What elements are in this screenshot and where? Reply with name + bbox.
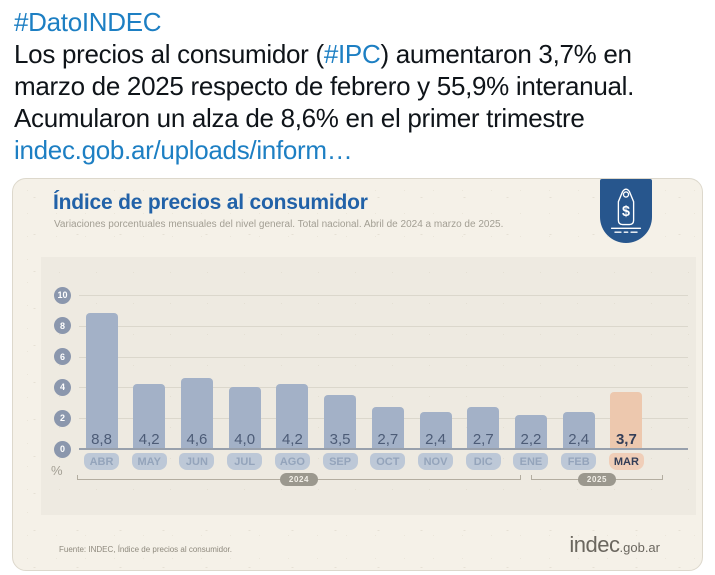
month-pill-jun: JUN bbox=[179, 453, 215, 470]
tweet-text-block: #DatoINDEC Los precios al consumidor (#I… bbox=[0, 0, 706, 166]
bar-may: 4,2 bbox=[133, 384, 166, 449]
bar-value-oct: 2,7 bbox=[377, 431, 399, 448]
gridline-4 bbox=[79, 387, 688, 389]
y-axis-tick-10: 10 bbox=[54, 286, 71, 304]
chart-subtitle: Variaciones porcentuales mensuales del n… bbox=[54, 219, 504, 230]
chart-panel: % 0 2 4 6 8 10 8,8 ABR 4,2 MAY 4,6 JUN 4,0 JUL 4,2 AGO 3… bbox=[41, 257, 696, 515]
percent-axis-label: % bbox=[51, 463, 63, 478]
bar-oct: 2,7 bbox=[371, 407, 404, 449]
tweet-body-line-1: Los precios al consumidor (#IPC) aumenta… bbox=[14, 38, 696, 70]
bar-value-ago: 4,2 bbox=[281, 431, 303, 448]
bar-jun: 4,6 bbox=[180, 378, 213, 449]
tweet-text: ) aumentaron 3,7% en bbox=[380, 39, 632, 69]
y-axis-tick-6: 6 bbox=[54, 348, 71, 366]
month-pill-feb: FEB bbox=[561, 453, 597, 470]
bar-jul: 4,0 bbox=[228, 387, 261, 449]
bar-value-ene: 2,2 bbox=[520, 431, 542, 448]
month-pill-jul: JUL bbox=[227, 453, 263, 470]
bar-ene: 2,2 bbox=[514, 415, 547, 449]
bar-dic: 2,7 bbox=[467, 407, 500, 449]
bar-value-abr: 8,8 bbox=[91, 431, 112, 448]
tweet-url-line: indec.gob.ar/uploads/inform… bbox=[14, 134, 696, 166]
y-axis-tick-2: 2 bbox=[54, 409, 71, 427]
bar-ago: 4,2 bbox=[276, 384, 309, 449]
indec-infographic-card: Índice de precios al consumidor Variacio… bbox=[12, 178, 703, 571]
bar-nov: 2,4 bbox=[419, 412, 452, 449]
month-pill-ene: ENE bbox=[513, 453, 549, 470]
tweet-body-line-2: marzo de 2025 respecto de febrero y 55,9… bbox=[14, 71, 635, 101]
month-pill-dic: DIC bbox=[465, 453, 501, 470]
gridline-6 bbox=[79, 356, 688, 358]
month-pill-abr: ABR bbox=[84, 453, 119, 470]
chart-title: Índice de precios al consumidor bbox=[53, 191, 368, 214]
year-pill-2024: 2024 bbox=[280, 473, 318, 486]
bar-value-feb: 2,4 bbox=[568, 431, 590, 448]
hashtag-ipc-link[interactable]: #IPC bbox=[323, 39, 381, 69]
gridline-8 bbox=[79, 325, 688, 327]
month-pill-may: MAY bbox=[131, 453, 167, 470]
bar-mar: 3,7 bbox=[610, 392, 643, 449]
month-pill-ago: AGO bbox=[274, 453, 310, 470]
indec-logo-main: indec bbox=[569, 532, 620, 557]
dollar-glyph: $ bbox=[622, 204, 630, 220]
month-pill-mar: MAR bbox=[608, 453, 644, 470]
tweet-text: Los precios al consumidor ( bbox=[14, 39, 324, 69]
bar-value-nov: 2,4 bbox=[425, 431, 446, 448]
y-axis-tick-8: 8 bbox=[54, 317, 71, 335]
zero-axis-line bbox=[79, 448, 688, 450]
bar-sep: 3,5 bbox=[324, 395, 357, 449]
tweet-url-link[interactable]: indec.gob.ar/uploads/inform… bbox=[14, 135, 353, 165]
bar-value-dic: 2,7 bbox=[472, 431, 494, 448]
bar-value-may: 4,2 bbox=[138, 431, 160, 448]
bar-value-jun: 4,6 bbox=[186, 431, 208, 448]
bar-value-jul: 4,0 bbox=[234, 431, 256, 448]
month-pill-sep: SEP bbox=[322, 453, 358, 470]
tweet-hashtag-line: #DatoINDEC bbox=[14, 6, 696, 38]
bar-abr: 8,8 bbox=[85, 313, 118, 449]
month-pill-nov: NOV bbox=[418, 453, 454, 470]
gridline-10 bbox=[79, 295, 688, 296]
plot-area: % 0 2 4 6 8 10 8,8 ABR 4,2 MAY 4,6 JUN 4,0 JUL 4,2 AGO 3… bbox=[41, 257, 696, 515]
indec-logo-suffix: .gob.ar bbox=[619, 540, 660, 555]
indec-logo: indec.gob.ar bbox=[569, 532, 660, 558]
tweet-body-line-3: Acumularon un alza de 8,6% en el primer … bbox=[14, 103, 585, 133]
hashtag-datoindec-link[interactable]: #DatoINDEC bbox=[14, 7, 162, 37]
year-pill-2025: 2025 bbox=[578, 473, 616, 486]
price-tag-dollar-icon: $ bbox=[610, 188, 642, 233]
source-note: Fuente: INDEC, Índice de precios al cons… bbox=[59, 545, 232, 554]
y-axis-tick-4: 4 bbox=[54, 378, 71, 396]
month-pill-oct: OCT bbox=[370, 453, 406, 470]
bar-value-sep: 3,5 bbox=[329, 431, 351, 448]
price-tag-badge: $ bbox=[600, 179, 652, 243]
y-axis-tick-0: 0 bbox=[54, 440, 71, 458]
bar-value-mar: 3,7 bbox=[615, 431, 637, 448]
bar-feb: 2,4 bbox=[562, 412, 595, 449]
